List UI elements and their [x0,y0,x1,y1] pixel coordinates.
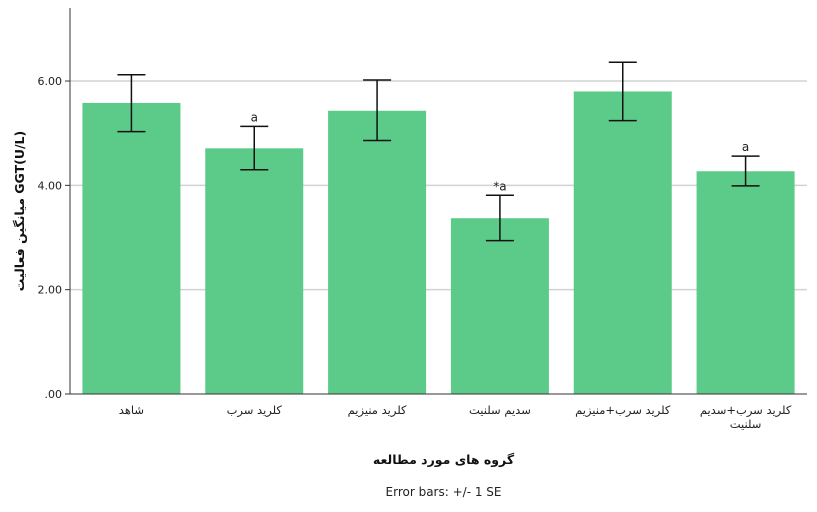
y-tick-label: 6.00 [38,75,63,88]
significance-label: *a [493,179,506,193]
axes [65,8,807,395]
x-tick-label: کلرید سرب [227,403,283,418]
bar [82,102,181,395]
labels: .00 2.00 4.00 6.00 شاهد a کلرید سرب کلرید منیزی… [38,75,792,431]
x-tick-label: کلرید سرب+منیزیم [575,403,671,418]
y-tick-label: 4.00 [38,179,63,192]
x-axis-title: گروه های مورد مطالعه [373,452,515,467]
y-tick-label: .00 [45,388,63,401]
bar [328,110,427,394]
y-axis-title: (GGT(U/L میانگین فعالیت [12,131,27,291]
x-tick-label: کلرید سرب+سدیم سلنیت [700,403,792,431]
error-bar-footnote: Error bars: +/- 1 SE [386,485,502,499]
x-tick-label: کلرید منیزیم [348,403,407,418]
bars [82,91,795,395]
gridlines [70,80,807,291]
x-tick-label: سدیم سلنیت [469,403,531,417]
y-tick-label: 2.00 [38,284,63,297]
error-bars [117,61,760,242]
significance-label: a [251,110,258,124]
bar [573,91,672,394]
bar [205,148,304,394]
bar [450,218,549,394]
bar [696,171,795,394]
significance-label: a [742,140,749,154]
x-tick-label: شاهد [119,403,144,417]
